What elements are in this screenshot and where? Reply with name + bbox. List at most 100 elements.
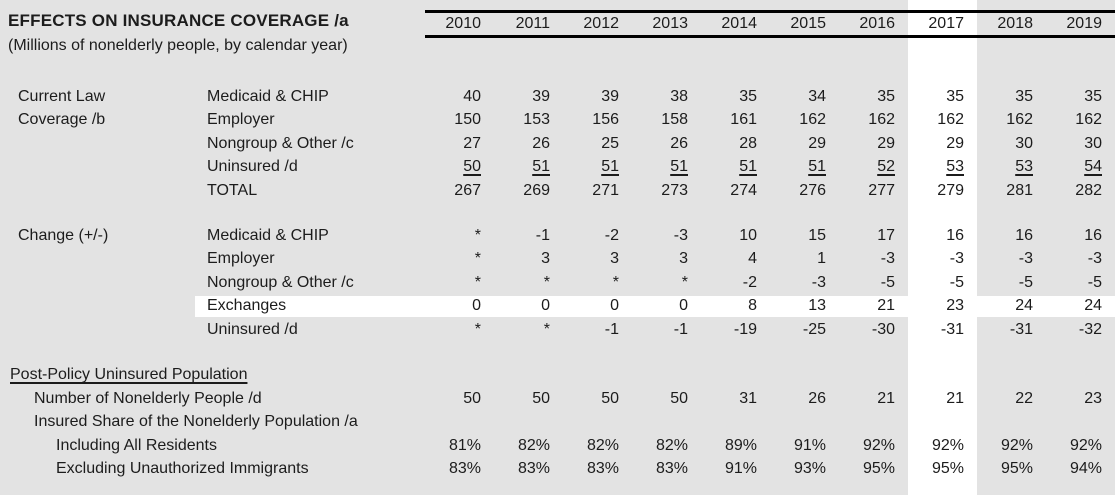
table-cell: 28 [701,135,770,153]
cell-value: 83% [448,460,481,478]
cell-value: 158 [661,111,688,129]
cell-value: 53 [1015,158,1033,176]
cell-value: 153 [523,111,550,129]
cell-value: 51 [601,158,619,176]
year-column-header: 2012 [583,15,619,32]
table-cell: 92% [908,437,977,455]
table-row: TOTAL 267 269 271 273 274 276 277 279 281 282 [0,179,1115,203]
table-row: Change (+/-) Medicaid & CHIP * -1 -2 -3 10 15 17… [0,224,1115,248]
table-cell: 34 [770,88,839,106]
cell-value: 162 [937,111,964,129]
cell-value: 51 [808,158,826,176]
cell-value: * [474,273,481,291]
table-cell: 53 [977,158,1046,176]
cell-value: 0 [472,297,481,315]
table-row: Exchanges 0 0 0 0 8 13 21 23 24 24 [0,295,1115,319]
cell-value: 82% [655,436,688,454]
table-cell: 50 [494,390,563,408]
table-cell: 95% [977,460,1046,478]
table-cell: 50 [563,390,632,408]
cell-value: 1 [817,250,826,268]
cell-value: 273 [661,181,688,199]
cell-value: 162 [1075,111,1102,129]
row-label: TOTAL [207,181,258,199]
cell-value: 39 [601,87,619,105]
table-cell: -5 [1046,274,1115,292]
cell-value: 29 [808,134,826,152]
cell-value: -3 [949,250,964,268]
cell-value: 16 [1015,226,1033,244]
table-cell: 16 [908,227,977,245]
cell-value: * [543,273,550,291]
cell-value: 27 [463,134,481,152]
table-cell: -5 [908,274,977,292]
cell-value: -3 [673,226,688,244]
table-cell: 21 [839,390,908,408]
table-cell: 27 [425,135,494,153]
table-row: Current Law Medicaid & CHIP 40 39 39 38 35 34 35… [0,85,1115,109]
table-cell: 83% [425,460,494,478]
table-cell: 82% [494,437,563,455]
table-cell: -5 [977,274,1046,292]
cell-value: -5 [880,273,895,291]
table-cell: 40 [425,88,494,106]
table-cell: 24 [977,297,1046,315]
cell-value: 29 [877,134,895,152]
cell-value: 0 [679,297,688,315]
cell-value: 51 [532,158,550,176]
cell-value: 162 [1006,111,1033,129]
year-column-header: 2013 [652,15,688,32]
table-cell: 50 [425,158,494,176]
table-row: Post-Policy Uninsured Population [0,364,1115,388]
cell-value: 8 [748,297,757,315]
cell-value: * [681,273,688,291]
cell-value: -1 [604,320,619,338]
table-cell: 161 [701,111,770,129]
table-cell: 26 [770,390,839,408]
cell-value: 54 [1084,158,1102,176]
table-cell: 0 [425,297,494,315]
highlight-row-band [195,295,1115,317]
cell-value: 28 [739,134,757,152]
table-cell: 15 [770,227,839,245]
table-cell: 0 [563,297,632,315]
year-column-header: 2017 [928,15,964,32]
row-label: Medicaid & CHIP [207,226,329,244]
section-gap [0,203,1115,225]
cell-value: -5 [1018,273,1033,291]
cell-value: 92% [862,436,895,454]
section-heading-text: Post-Policy Uninsured Population [10,366,248,384]
year-header-row: 2010 2011 2012 2013 2014 2015 2016 2017 2018 2019 [425,10,1115,38]
table-cell: -3 [770,274,839,292]
table-cell: 30 [1046,135,1115,153]
table-row: Coverage /b Employer 150 153 156 158 161 162 162… [0,109,1115,133]
cell-value: 150 [454,111,481,129]
table-cell: 92% [1046,437,1115,455]
cell-value: 281 [1006,181,1033,199]
table-cell: 35 [977,88,1046,106]
cell-value: 22 [1015,389,1033,407]
cell-value: -3 [880,250,895,268]
cell-value: 0 [610,297,619,315]
cell-value: 282 [1075,181,1102,199]
cell-value: 0 [541,297,550,315]
cell-value: 162 [799,111,826,129]
year-column-header: 2018 [997,15,1033,32]
title-block: EFFECTS ON INSURANCE COVERAGE /a (Millio… [8,8,349,57]
cell-value: -2 [604,226,619,244]
table-cell: 38 [632,88,701,106]
row-label: Uninsured /d [207,158,298,176]
table-cell: 162 [770,111,839,129]
table-title: EFFECTS ON INSURANCE COVERAGE /a [8,11,349,30]
table-cell: 22 [977,390,1046,408]
cell-value: 15 [808,226,826,244]
cell-value: 38 [670,87,688,105]
table-cell: 51 [770,158,839,176]
row-label: Uninsured /d [207,320,298,338]
cell-value: 83% [655,460,688,478]
table-cell: 21 [839,297,908,315]
cell-value: 35 [946,87,964,105]
table-cell: 281 [977,182,1046,200]
cell-value: 35 [1084,87,1102,105]
